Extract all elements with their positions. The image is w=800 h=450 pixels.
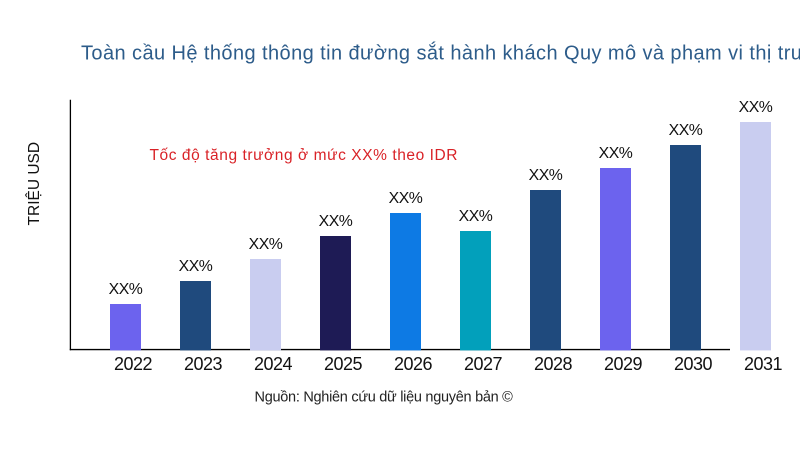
svg-text:XX%: XX% bbox=[459, 208, 493, 225]
svg-text:2027: 2027 bbox=[464, 354, 503, 374]
svg-text:Tốc độ tăng trưởng ở mức XX% t: Tốc độ tăng trưởng ở mức XX% theo IDR bbox=[150, 147, 459, 164]
svg-text:2026: 2026 bbox=[394, 354, 433, 374]
svg-text:Nguồn: Nghiên cứu dữ liệu nguy: Nguồn: Nghiên cứu dữ liệu nguyên bản © bbox=[255, 390, 514, 406]
svg-text:2024: 2024 bbox=[254, 354, 293, 374]
svg-text:2029: 2029 bbox=[604, 354, 643, 374]
svg-text:2025: 2025 bbox=[324, 354, 363, 374]
svg-text:Toàn cầu Hệ thống thông tin đư: Toàn cầu Hệ thống thông tin đường sắt hà… bbox=[81, 42, 800, 65]
svg-text:XX%: XX% bbox=[669, 122, 703, 139]
svg-text:TRIỆU USD: TRIỆU USD bbox=[26, 142, 43, 226]
svg-text:XX%: XX% bbox=[249, 236, 283, 253]
svg-text:XX%: XX% bbox=[739, 99, 773, 116]
svg-text:XX%: XX% bbox=[529, 167, 563, 184]
svg-text:2023: 2023 bbox=[184, 354, 223, 374]
svg-text:2022: 2022 bbox=[114, 354, 153, 374]
svg-text:XX%: XX% bbox=[599, 145, 633, 162]
svg-text:2028: 2028 bbox=[534, 354, 573, 374]
svg-text:2030: 2030 bbox=[674, 354, 713, 374]
svg-text:XX%: XX% bbox=[319, 213, 353, 230]
svg-text:2031: 2031 bbox=[744, 354, 783, 374]
svg-text:XX%: XX% bbox=[109, 281, 143, 298]
svg-text:XX%: XX% bbox=[389, 190, 423, 207]
svg-text:XX%: XX% bbox=[179, 258, 213, 275]
